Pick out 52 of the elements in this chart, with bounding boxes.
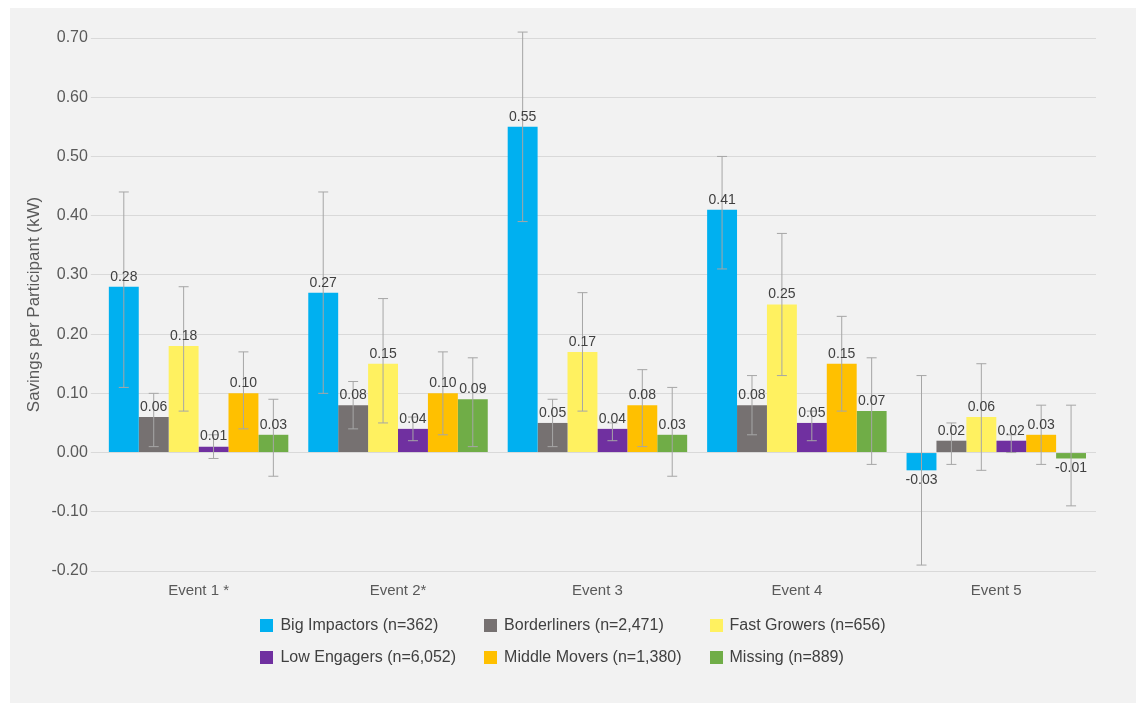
data-label: 0.09 [459, 380, 487, 397]
y-tick-label: 0.30 [56, 265, 88, 283]
legend-label: Low Engagers (n=6,052) [280, 648, 457, 666]
data-label: 0.15 [828, 344, 856, 361]
data-label: 0.03 [658, 415, 687, 432]
y-axis-title: Savings per Participant (kW) [23, 196, 43, 413]
legend-label: Fast Growers (n=656) [729, 616, 886, 634]
data-label: 0.03 [259, 415, 288, 432]
data-label: 0.08 [628, 386, 657, 403]
data-label: 0.25 [768, 285, 796, 302]
data-label: -0.03 [905, 471, 938, 488]
legend-label: Missing (n=889) [729, 648, 844, 666]
data-label: 0.04 [399, 409, 427, 426]
y-tick-label: 0.70 [56, 28, 88, 46]
data-label: 0.18 [170, 326, 198, 343]
data-label: 0.17 [568, 332, 597, 349]
data-label: 0.06 [140, 397, 168, 414]
data-label: 0.41 [708, 190, 736, 207]
data-label: 0.05 [798, 403, 826, 420]
legend-label: Middle Movers (n=1,380) [504, 648, 682, 666]
data-label: 0.03 [1027, 415, 1055, 432]
data-label: 0.08 [339, 386, 367, 403]
data-label: 0.15 [369, 344, 397, 361]
y-tick-label: 0.00 [56, 442, 88, 460]
data-label: 0.06 [967, 397, 996, 414]
data-label: 0.02 [937, 421, 966, 438]
x-tick-label: Event 5 [970, 581, 1022, 599]
data-label: 0.01 [199, 427, 228, 444]
x-tick-label: Event 3 [572, 581, 623, 599]
x-tick-label: Event 1 * [168, 581, 230, 599]
y-tick-label: 0.50 [56, 146, 88, 164]
data-label: 0.05 [538, 403, 567, 420]
y-tick-label: -0.10 [51, 502, 88, 520]
y-tick-label: 0.60 [56, 87, 88, 105]
data-label: 0.55 [509, 107, 537, 124]
data-label: 0.27 [309, 273, 338, 290]
x-tick-label: Event 4 [771, 581, 823, 599]
data-label: 0.28 [110, 267, 138, 284]
y-tick-label: 0.10 [56, 383, 88, 401]
data-label: 0.08 [738, 386, 766, 403]
data-label: 0.04 [598, 409, 627, 426]
y-tick-label: 0.20 [56, 324, 88, 342]
data-label: 0.10 [229, 374, 258, 391]
data-label: -0.01 [1055, 459, 1088, 476]
legend-label: Big Impactors (n=362) [280, 616, 439, 634]
data-label: 0.02 [997, 421, 1026, 438]
legend-label: Borderliners (n=2,471) [504, 616, 664, 634]
x-tick-label: Event 2* [369, 581, 427, 599]
data-label: 0.07 [858, 391, 886, 408]
y-tick-label: 0.40 [56, 206, 88, 224]
data-label: 0.10 [429, 374, 457, 391]
y-tick-label: -0.20 [51, 561, 88, 579]
